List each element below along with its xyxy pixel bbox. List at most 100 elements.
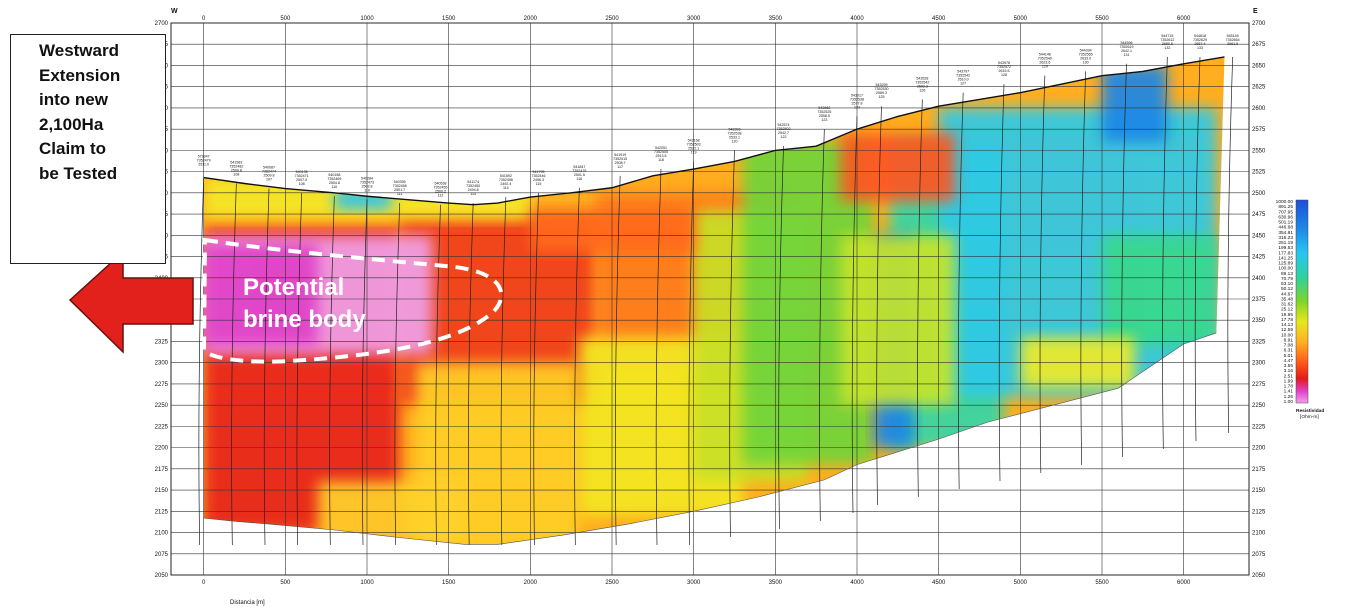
- station-label: 543978 7352572 2615.5 128: [997, 61, 1011, 77]
- colorbar-tick-label: 8.91: [1284, 337, 1294, 343]
- x-tick-label: 3000: [687, 580, 701, 586]
- station-label: 540284 7352473 2503.8 110: [360, 177, 374, 193]
- y-tick-label: 2325: [1252, 339, 1266, 345]
- sounding-line: [231, 183, 237, 546]
- y-tick-label: 2050: [1252, 573, 1266, 579]
- brine-body-label: Potential brine body: [243, 272, 366, 336]
- sounding-line: [1039, 75, 1046, 474]
- y-tick-label: 2250: [1252, 403, 1266, 409]
- colorbar-tick-label: 70.79: [1281, 276, 1293, 282]
- sounding-line: [329, 196, 335, 546]
- station-label: 541795 7352446 2496.3 115: [532, 170, 546, 186]
- sounding-line: [688, 161, 695, 546]
- y-tick-label: 2600: [1252, 106, 1266, 112]
- colorbar-tick-label: 6.31: [1284, 348, 1294, 354]
- colorbar-tick-label: 1.00: [1284, 399, 1294, 405]
- sounding-line: [1080, 71, 1087, 466]
- y-tick-label: 2175: [155, 467, 169, 473]
- y-tick-label: 2200: [155, 446, 169, 452]
- y-tick-label: 2075: [155, 552, 169, 558]
- colorbar-tick-label: 17.78: [1281, 317, 1293, 323]
- colorbar-tick-label: 630.96: [1278, 214, 1293, 220]
- station-label: 545145 7352664 2661.5: [1226, 34, 1240, 46]
- colorbar-tick-label: 199.53: [1278, 245, 1293, 251]
- colorbar-tick-label: 89.13: [1281, 271, 1293, 277]
- callout-line: Extension: [39, 65, 121, 85]
- y-tick-label: 2625: [1252, 85, 1266, 91]
- y-tick-label: 2350: [1252, 318, 1266, 324]
- colorbar-tick-label: 1.99: [1284, 378, 1294, 384]
- colorbar-tick-label: 141.25: [1278, 255, 1293, 261]
- sounding-line: [296, 192, 303, 546]
- station-label: 544596 7352619 2642.1 131: [1120, 41, 1134, 57]
- y-tick-label: 2300: [155, 361, 169, 367]
- x-tick-label: 2500: [605, 16, 619, 22]
- sounding-line: [917, 99, 923, 498]
- y-tick-label: 2425: [1252, 255, 1266, 261]
- station-label: 543528 7352542 2602.3 126: [915, 76, 929, 92]
- sounding-line: [263, 188, 270, 546]
- y-tick-label: 2050: [155, 573, 169, 579]
- y-tick-label: 2100: [155, 531, 169, 537]
- y-tick-label: 2675: [1252, 42, 1266, 48]
- x-tick-label: 5000: [1014, 580, 1028, 586]
- x-tick-label: 3000: [687, 16, 701, 22]
- y-tick-label: 2700: [1252, 21, 1266, 27]
- westward-arrow: [68, 250, 194, 354]
- callout-line: Westward: [39, 41, 119, 60]
- sounding-line: [1121, 63, 1127, 458]
- y-tick-label: 2400: [1252, 276, 1266, 282]
- colorbar-tick-label: 2.51: [1284, 373, 1294, 379]
- callout-line: 2,100Ha: [39, 114, 104, 134]
- y-tick-label: 2250: [155, 403, 169, 409]
- x-tick-label: 500: [280, 580, 291, 586]
- station-label: 540538 7352455 2500.2 112: [434, 182, 448, 198]
- colorbar-tick-label: 707.95: [1278, 209, 1293, 215]
- x-tick-label: 2000: [524, 16, 538, 22]
- x-tick-label: 5500: [1095, 580, 1109, 586]
- y-tick-label: 2525: [1252, 170, 1266, 176]
- station-label: 542168 7352503 2522.1 119: [687, 138, 701, 154]
- x-tick-label: 3500: [769, 580, 783, 586]
- sounding-line: [851, 116, 858, 514]
- resistivity-zone: [1102, 65, 1168, 142]
- sounding-line: [819, 129, 825, 522]
- x-tick-label: 3500: [769, 16, 783, 22]
- colorbar-tick-label: 501.19: [1278, 220, 1293, 226]
- colorbar-tick-label: 1000.00: [1276, 199, 1294, 205]
- y-tick-label: 2125: [155, 509, 169, 515]
- station-label: 579347 7352479 2511.0: [197, 155, 211, 167]
- sounding-lines: [198, 56, 1234, 546]
- station-label: 542574 7352502 2542.7 122: [777, 123, 791, 139]
- colorbar-title: Resistividad: [1296, 408, 1324, 414]
- station-label: 540395 7352458 2501.7 111: [393, 180, 407, 196]
- brine-label-line: Potential: [243, 274, 345, 301]
- sounding-line: [468, 203, 474, 546]
- station-label: 541592 7352456 2492.4 114: [499, 174, 513, 190]
- colorbar-tick-label: 177.83: [1278, 250, 1293, 256]
- colorbar-scale: [1295, 199, 1309, 404]
- x-axis-top-ticks: 0 500 1000 1500 2000 2500 3000 3500 4000 4500 5000…: [202, 16, 1191, 22]
- colorbar-tick-label: 100.00: [1278, 266, 1293, 272]
- colorbar-tick-label: 446.68: [1278, 225, 1293, 231]
- west-label: W: [171, 8, 178, 15]
- sounding-line: [435, 204, 441, 546]
- x-tick-label: 4500: [932, 16, 946, 22]
- x-tick-label: 6000: [1177, 580, 1191, 586]
- y-tick-label: 2225: [155, 424, 169, 430]
- y-tick-label: 2575: [1252, 127, 1266, 133]
- y-tick-label: 2450: [1252, 233, 1266, 239]
- westward-extension-callout: Westward Extension into new 2,100Ha Clai…: [10, 34, 166, 264]
- x-tick-label: 4500: [932, 580, 946, 586]
- y-tick-label: 2650: [1252, 63, 1266, 69]
- colorbar-tick-label: 316.23: [1278, 235, 1293, 241]
- station-labels: 579347 7352479 2511.0 541583 7352482 2509.8 10…: [197, 34, 1240, 198]
- colorbar-tick-label: 35.48: [1281, 296, 1293, 302]
- sounding-line: [615, 175, 621, 546]
- colorbar-tick-label: 50.12: [1281, 286, 1293, 292]
- x-tick-label: 2000: [524, 580, 538, 586]
- x-tick-label: 1000: [360, 580, 374, 586]
- station-label: 542051 7352505 2513.5 118: [654, 146, 668, 162]
- sounding-line: [533, 192, 539, 546]
- station-label: 544715 7352612 2650.5 132: [1160, 34, 1174, 50]
